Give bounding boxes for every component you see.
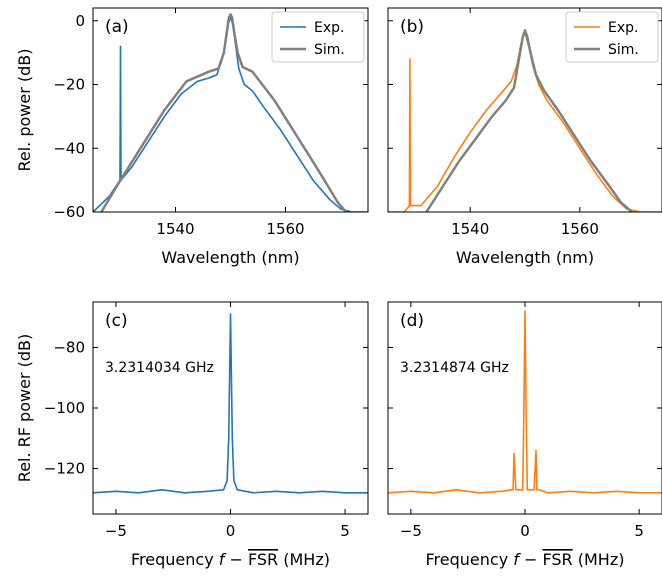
series-line-sim [425, 29, 633, 212]
y-tick-label: −60 [53, 203, 85, 221]
y-tick-label: −120 [44, 460, 85, 478]
x-tick-label: 1560 [561, 220, 599, 238]
x-tick-label: 1560 [266, 220, 304, 238]
panel-c: −5 0 5 −80 −100 −120 (c) Frequency f − FSR (MHz… [15, 301, 369, 569]
x-axis-label-unit: (MHz) [573, 550, 625, 569]
legend-label: Sim. [608, 42, 639, 58]
x-axis-label-fsr: FSR [248, 550, 278, 569]
y-axis-label: Rel. RF power (dB) [15, 334, 34, 482]
series-line-trace [93, 313, 368, 494]
series-line-trace [388, 310, 662, 494]
y-tick-label: −80 [53, 338, 85, 356]
x-axis-label-unit: (MHz) [278, 550, 330, 569]
x-tick-label: 1540 [451, 220, 489, 238]
x-axis-label-minus: − [519, 550, 543, 569]
legend-label: Exp. [314, 20, 344, 36]
x-tick-label: 0 [520, 522, 530, 540]
y-tick-label: −20 [53, 76, 85, 94]
y-tick-label: −40 [53, 139, 85, 157]
x-axis-label: Frequency f − FSR (MHz) [131, 550, 330, 569]
plot-frame [387, 7, 662, 213]
panel-d: −5 0 5 (d) Frequency f − FSR (MHz) 3.2314874 … [387, 301, 662, 569]
x-axis-label: Wavelength (nm) [161, 248, 299, 267]
y-axis-label: Rel. power (dB) [15, 48, 34, 171]
x-tick-label: 5 [634, 522, 644, 540]
x-axis-label-var: f [513, 550, 521, 569]
y-tick-label: 0 [75, 12, 85, 30]
x-tick-label: 5 [340, 522, 350, 540]
series-line-sim [100, 13, 347, 212]
legend-label: Exp. [608, 20, 638, 36]
x-tick-label: −5 [400, 522, 422, 540]
x-axis-label-fsr: FSR [542, 550, 572, 569]
panel-a: 1540 1560 0 −20 −40 −60 (a) Wavelength (nm) Rel.… [15, 7, 369, 267]
x-tick-label: 1540 [156, 220, 194, 238]
x-axis-label-var: f [219, 550, 227, 569]
frequency-annotation: 3.2314874 GHz [400, 360, 509, 376]
legend-label: Sim. [314, 42, 345, 58]
panel-tag: (c) [105, 311, 128, 331]
x-axis-label: Frequency f − FSR (MHz) [426, 550, 625, 569]
panel-b: 1540 1560 (b) Wavelength (nm) Exp. Sim. [387, 7, 662, 267]
x-axis-label-prefix: Frequency [131, 550, 219, 569]
panel-tag: (a) [105, 17, 129, 37]
x-axis-label-minus: − [224, 550, 248, 569]
y-tick-label: −100 [44, 399, 85, 417]
frequency-annotation: 3.2314034 GHz [105, 360, 214, 376]
x-tick-label: 0 [226, 522, 236, 540]
x-axis-label: Wavelength (nm) [456, 248, 594, 267]
panel-tag: (b) [400, 17, 424, 37]
x-tick-label: −5 [105, 522, 127, 540]
x-axis-label-prefix: Frequency [426, 550, 514, 569]
panel-tag: (d) [400, 311, 424, 331]
plot-frame [92, 7, 369, 213]
